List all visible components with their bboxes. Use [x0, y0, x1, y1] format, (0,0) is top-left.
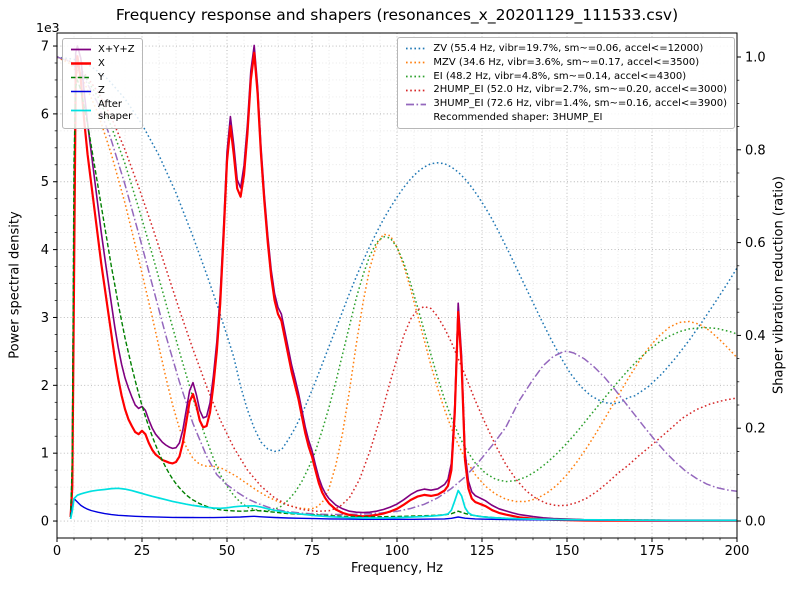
- legend-line-sample: [406, 75, 427, 78]
- legend-item-label: EI (48.2 Hz, vibr=4.8%, sm~=0.14, accel<…: [433, 70, 687, 82]
- legend-line-sample: [71, 62, 91, 65]
- legend-item-label: 3HUMP_EI (72.6 Hz, vibr=1.4%, sm~=0.16, …: [433, 98, 727, 110]
- series-Z-line: [69, 497, 737, 522]
- y-left-tick-label: 4: [41, 243, 49, 258]
- legend-line-sample: [71, 90, 91, 93]
- y-axis-label-right: Shaper vibration reduction (ratio): [771, 176, 787, 394]
- legend-line-sample: [406, 61, 427, 64]
- legend-item-label: MZV (34.6 Hz, vibr=3.6%, sm~=0.17, accel…: [433, 56, 700, 68]
- x-axis-label: Frequency, Hz: [350, 561, 444, 576]
- legend-item: After shaper: [70, 98, 135, 124]
- series-ZV-line: [57, 56, 737, 453]
- x-tick-label: 75: [304, 544, 321, 559]
- legend-item-label: ZV (55.4 Hz, vibr=19.7%, sm~=0.06, accel…: [433, 43, 704, 54]
- y-left-tick-label: 6: [41, 107, 49, 122]
- x-tick-label: 100: [385, 544, 410, 559]
- legend-item: Z: [70, 84, 135, 98]
- legend-item: ZV (55.4 Hz, vibr=19.7%, sm~=0.06, accel…: [405, 42, 727, 56]
- grid-major: [56, 33, 738, 538]
- y-right-tick-label: 0.6: [745, 236, 766, 251]
- x-tick-label: 200: [725, 544, 750, 559]
- y-left-tick-label: 3: [41, 311, 49, 326]
- y-left-tick-label: 1: [41, 447, 49, 462]
- legend-footer: Recommended shaper: 3HUMP_EI: [433, 111, 603, 123]
- legend-line-sample: [71, 110, 91, 112]
- legend-shapers: ZV (55.4 Hz, vibr=19.7%, sm~=0.06, accel…: [397, 37, 735, 129]
- y-left-tick-label: 2: [41, 379, 49, 394]
- y-right-tick-label: 0.2: [745, 422, 766, 437]
- series-X-line: [69, 51, 737, 522]
- tick-labels: 0 25 50 75 100 125 150 175 200 0 1 2 3 4 5 6 7 0.0 0.2 0.4 0…: [41, 40, 766, 559]
- legend-item: X+Y+Z: [70, 43, 135, 57]
- series-Y-line: [69, 79, 737, 522]
- series-X+Y+Z-line: [69, 44, 737, 521]
- y-axis-offset-text: 1e3: [36, 20, 60, 35]
- axis-ticks: [53, 45, 741, 542]
- series-3HUMP_EI-line: [57, 56, 737, 516]
- legend-line-sample: [406, 103, 427, 105]
- chart-title: Frequency response and shapers (resonanc…: [115, 6, 679, 24]
- series-After-shaper-line: [69, 487, 737, 522]
- y-left-tick-label: 7: [41, 40, 49, 55]
- legend-item: 3HUMP_EI (72.6 Hz, vibr=1.4%, sm~=0.16, …: [405, 97, 727, 111]
- legend-item-label: Y: [98, 71, 105, 83]
- legend-item-label: X+Y+Z: [98, 44, 135, 55]
- x-tick-label: 25: [134, 544, 151, 559]
- y-right-tick-label: 0.0: [745, 515, 766, 530]
- y-right-tick-label: 1.0: [745, 50, 766, 65]
- x-tick-label: 50: [219, 544, 236, 559]
- y-left-tick-label: 5: [41, 175, 49, 190]
- legend-line-sample: [406, 89, 427, 92]
- legend-item-label: X: [98, 57, 105, 69]
- legend-line-sample: [71, 48, 91, 51]
- legend-item-label: 2HUMP_EI (52.0 Hz, vibr=2.7%, sm~=0.20, …: [433, 84, 727, 96]
- x-tick-label: 125: [470, 544, 495, 559]
- x-tick-label: 0: [53, 544, 61, 559]
- legend-item: X: [70, 57, 135, 71]
- y-axis-label-left: Power spectral density: [7, 211, 23, 359]
- x-tick-label: 175: [640, 544, 665, 559]
- legend-item: EI (48.2 Hz, vibr=4.8%, sm~=0.14, accel<…: [405, 70, 727, 84]
- legend-item: 2HUMP_EI (52.0 Hz, vibr=2.7%, sm~=0.20, …: [405, 83, 727, 97]
- legend-psd: X+Y+Z X Y Z After shaper: [62, 38, 143, 129]
- legend-line-sample: [71, 76, 91, 79]
- legend-line-sample: [406, 47, 427, 50]
- legend-item: Y: [70, 71, 135, 85]
- legend-item: MZV (34.6 Hz, vibr=3.6%, sm~=0.17, accel…: [405, 56, 727, 70]
- y-right-tick-label: 0.4: [745, 329, 766, 344]
- series-lines: [57, 44, 737, 522]
- x-tick-label: 150: [555, 544, 580, 559]
- y-left-tick-label: 0: [41, 515, 49, 530]
- y-right-tick-label: 0.8: [745, 143, 766, 158]
- legend-item-label: After shaper: [98, 99, 133, 122]
- legend-item-label: Z: [98, 85, 105, 97]
